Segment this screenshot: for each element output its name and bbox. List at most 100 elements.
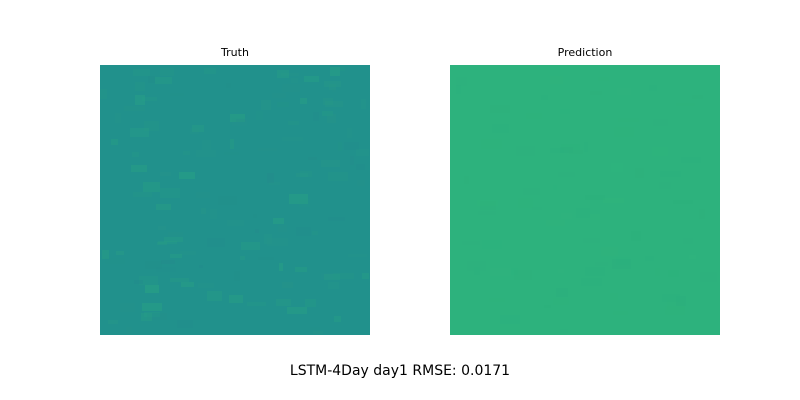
heatmap-cell xyxy=(583,238,600,243)
heatmap-cell xyxy=(168,232,183,237)
heatmap-cell xyxy=(329,84,336,90)
heatmap-cell xyxy=(699,209,705,219)
heatmap-cell xyxy=(131,165,147,172)
heatmap-cell xyxy=(332,89,336,92)
heatmap-cell xyxy=(157,242,167,245)
heatmap-cell xyxy=(273,218,284,224)
heatmap-cell xyxy=(269,182,280,185)
heatmap-cell xyxy=(236,119,246,122)
heatmap-cell xyxy=(227,220,244,226)
heatmap-cell xyxy=(321,273,333,279)
heatmap-cell xyxy=(333,273,354,279)
heatmap-cell xyxy=(102,250,109,259)
heatmap-cell xyxy=(133,192,152,197)
heatmap-cell xyxy=(241,242,260,250)
heatmap-cell xyxy=(482,240,502,249)
heatmap-cell xyxy=(635,168,644,178)
heatmap-cell xyxy=(612,259,631,269)
heatmap-cell xyxy=(255,229,259,233)
heatmap-cell xyxy=(328,172,348,181)
heatmap-cell xyxy=(108,320,118,324)
heatmap-cell xyxy=(328,282,339,289)
heatmap-cell xyxy=(139,276,158,285)
heatmap-cell xyxy=(279,263,283,271)
heatmap-cell xyxy=(518,198,533,208)
heatmap-cell xyxy=(613,311,628,315)
heatmap-cell xyxy=(198,283,214,288)
heatmap-cell xyxy=(340,67,345,71)
heatmap-cell xyxy=(324,81,341,87)
heatmap-cell xyxy=(276,299,291,306)
heatmap-cell xyxy=(132,152,139,157)
heatmap-cell xyxy=(660,171,681,177)
heatmap-cell xyxy=(616,257,630,265)
heatmap-cell xyxy=(300,171,312,177)
heatmap-cell xyxy=(325,101,343,107)
heatmap-cell xyxy=(310,327,320,334)
heatmap-cell xyxy=(160,68,174,76)
heatmap-cell xyxy=(334,316,341,322)
heatmap-cell xyxy=(362,273,369,279)
heatmap-cell xyxy=(350,156,354,165)
heatmap-cell xyxy=(148,76,155,83)
heatmap-cell xyxy=(667,300,685,310)
heatmap-cell xyxy=(681,157,701,163)
truth-heatmap xyxy=(100,65,370,335)
heatmap-cell xyxy=(142,303,162,311)
heatmap-cell xyxy=(258,148,277,151)
heatmap-cell xyxy=(683,238,693,244)
truth-panel-title: Truth xyxy=(221,46,249,59)
heatmap-cell xyxy=(357,180,365,186)
heatmap-cell xyxy=(550,76,563,84)
prediction-heatmap xyxy=(450,65,720,335)
heatmap-cell xyxy=(321,160,340,167)
heatmap-cell xyxy=(282,84,300,92)
heatmap-cell xyxy=(480,201,496,210)
heatmap-cell xyxy=(477,200,498,206)
heatmap-cell xyxy=(105,258,125,264)
heatmap-cell xyxy=(288,121,299,125)
heatmap-cell xyxy=(569,150,583,154)
heatmap-cell xyxy=(145,261,162,269)
heatmap-cell xyxy=(130,128,149,137)
heatmap-cell xyxy=(156,204,171,210)
heatmap-cell xyxy=(676,296,686,306)
heatmap-cell xyxy=(327,114,336,123)
heatmap-cell xyxy=(338,142,342,151)
heatmap-cell xyxy=(190,128,199,134)
heatmap-cell xyxy=(356,164,365,170)
heatmap-cell xyxy=(489,298,505,302)
heatmap-cell xyxy=(164,237,183,242)
heatmap-cell xyxy=(536,104,554,110)
heatmap-cell xyxy=(160,172,171,176)
heatmap-cell xyxy=(240,256,245,260)
heatmap-cell xyxy=(490,268,511,276)
heatmap-cell xyxy=(170,93,184,96)
heatmap-cell xyxy=(687,84,701,88)
heatmap-cell xyxy=(295,267,307,272)
heatmap-cell xyxy=(135,95,145,105)
heatmap-cell xyxy=(511,268,518,275)
heatmap-cell xyxy=(278,225,287,232)
heatmap-cell xyxy=(230,114,245,122)
heatmap-cell xyxy=(161,260,175,264)
heatmap-cell xyxy=(659,182,671,189)
heatmap-cell xyxy=(256,111,263,120)
heatmap-cell xyxy=(474,267,480,275)
heatmap-cell xyxy=(120,303,135,312)
heatmap-cell xyxy=(234,271,240,281)
heatmap-cell xyxy=(553,298,569,305)
heatmap-cell xyxy=(558,172,575,177)
heatmap-base xyxy=(450,65,720,335)
heatmap-cell xyxy=(155,77,172,84)
heatmap-cell xyxy=(356,149,369,156)
heatmap-cell xyxy=(183,151,190,155)
heatmap-cell xyxy=(299,199,310,207)
heatmap-cell xyxy=(581,278,602,286)
heatmap-cell xyxy=(347,128,352,138)
heatmap-cell xyxy=(576,208,590,218)
heatmap-cell xyxy=(560,109,570,114)
heatmap-cell xyxy=(170,278,189,282)
heatmap-cell xyxy=(116,251,124,255)
heatmap-cell xyxy=(133,69,150,76)
